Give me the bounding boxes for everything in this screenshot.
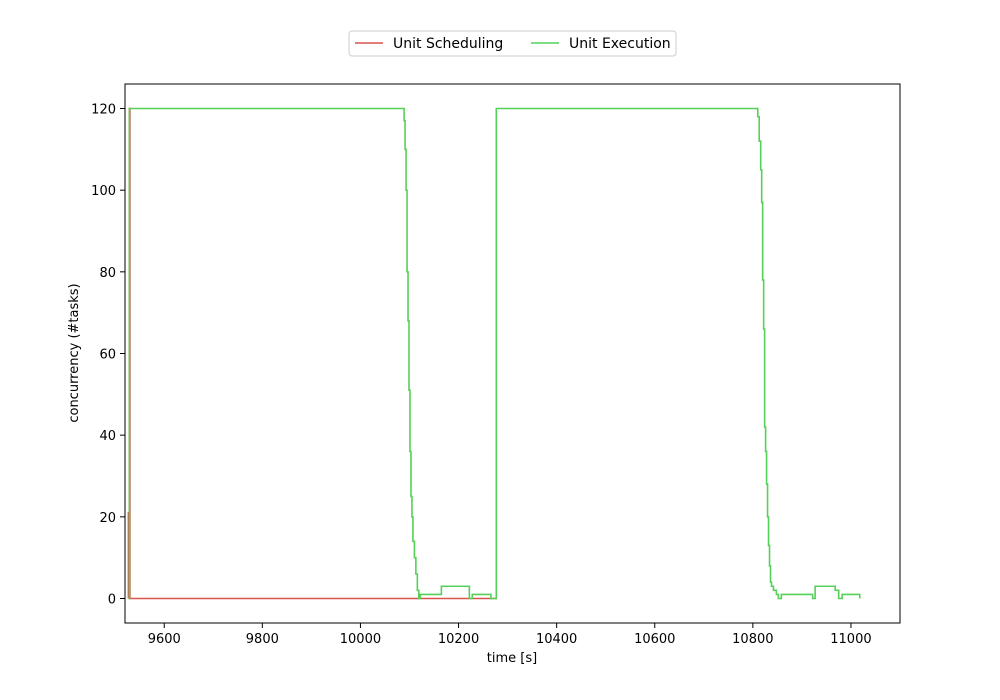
legend: Unit Scheduling Unit Execution xyxy=(348,30,677,57)
x-tick-label: 10400 xyxy=(536,632,577,647)
legend-label-unit-scheduling: Unit Scheduling xyxy=(393,36,503,52)
legend-box xyxy=(348,30,677,57)
x-tick-label: 10600 xyxy=(634,632,675,647)
y-tick-label: 20 xyxy=(99,511,116,526)
series-line-unit-execution xyxy=(128,107,861,600)
y-axis: 0 20 40 60 80 100 120 xyxy=(91,103,125,608)
x-axis: 9600 9800 10000 10200 10400 10600 10800 11000 xyxy=(148,623,872,647)
x-tick-label: 10000 xyxy=(340,632,381,647)
y-tick-label: 0 xyxy=(108,593,116,608)
x-axis-label: time [s] xyxy=(487,651,537,666)
plot-area xyxy=(127,107,861,600)
x-tick-label: 9800 xyxy=(246,632,279,647)
x-tick-label: 9600 xyxy=(148,632,181,647)
legend-label-unit-execution: Unit Execution xyxy=(569,36,671,52)
y-tick-label: 60 xyxy=(99,348,116,363)
y-tick-label: 120 xyxy=(91,103,116,118)
y-tick-label: 100 xyxy=(91,184,116,199)
y-axis-label: concurrency (#tasks) xyxy=(67,283,82,422)
x-tick-label: 10800 xyxy=(732,632,773,647)
x-tick-label: 11000 xyxy=(830,632,871,647)
x-tick-label: 10200 xyxy=(438,632,479,647)
y-tick-label: 40 xyxy=(99,429,116,444)
y-tick-label: 80 xyxy=(99,266,116,281)
